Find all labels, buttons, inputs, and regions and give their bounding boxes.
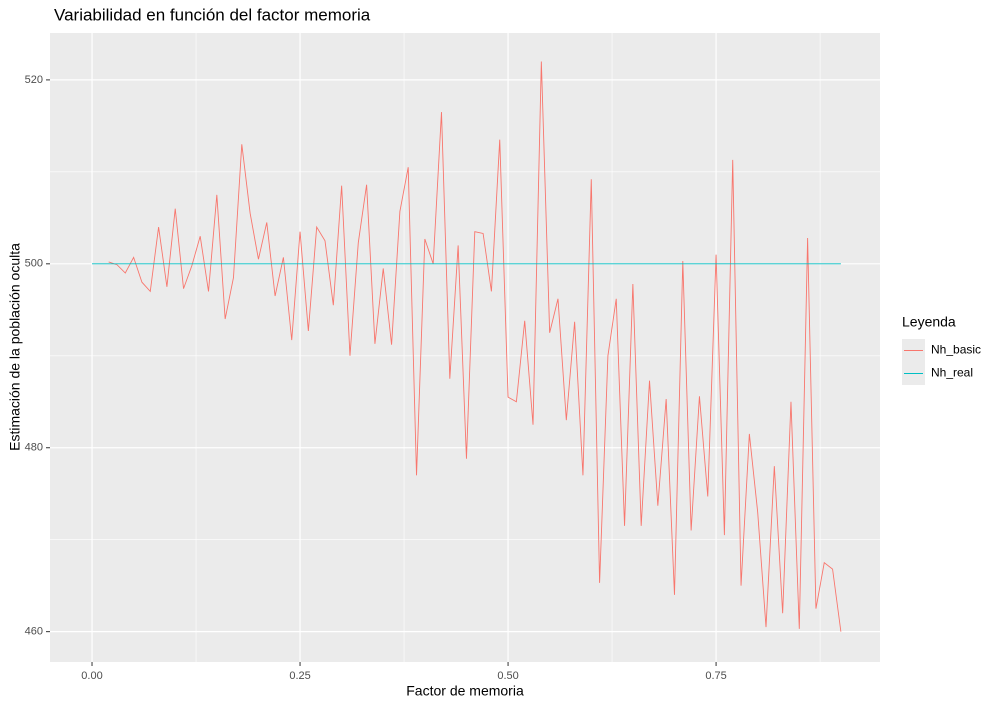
x-tick-label: 0.25 xyxy=(289,670,310,682)
x-tick-label: 0.75 xyxy=(705,670,726,682)
x-tick-label: 0.00 xyxy=(81,670,102,682)
data-line xyxy=(108,61,842,632)
y-tick-label: 460 xyxy=(25,626,43,638)
legend-title: Leyenda xyxy=(902,314,956,330)
x-axis-title: Factor de memoria xyxy=(406,683,524,699)
y-tick-label: 480 xyxy=(25,442,43,454)
chart-title: Variabilidad en función del factor memor… xyxy=(54,5,371,24)
x-tick-label: 0.50 xyxy=(497,670,518,682)
y-tick-label: 520 xyxy=(25,74,43,86)
legend-label: Nh_basic xyxy=(931,343,981,357)
legend-label: Nh_real xyxy=(931,366,973,380)
y-tick-label: 500 xyxy=(25,258,43,270)
y-axis-title: Estimación de la población oculta xyxy=(7,243,23,451)
panel xyxy=(50,33,880,662)
